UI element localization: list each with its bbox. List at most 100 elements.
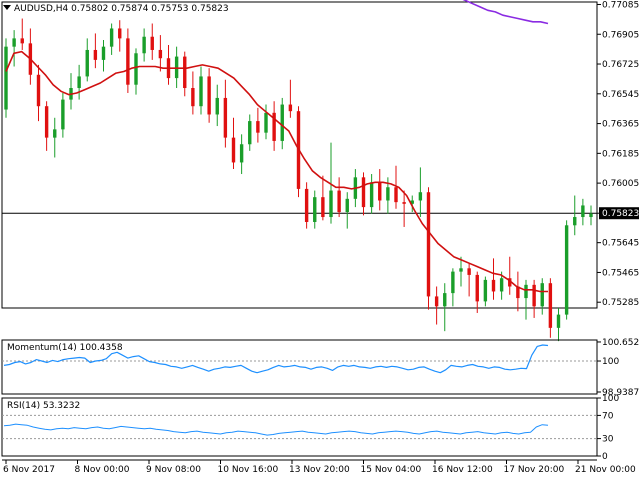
rsi-tick-label: 100 — [602, 394, 619, 404]
bear-candle-body — [231, 137, 236, 163]
time-axis: 6 Nov 2017 8 Nov 00:00 9 Nov 08:00 10 Nov 1… — [2, 459, 636, 475]
bull-candle-body — [410, 200, 414, 204]
price-tick-label: 0.77085 — [602, 0, 639, 10]
bull-candle-body — [451, 271, 455, 294]
bull-candle-body — [589, 213, 593, 218]
bear-candle-body — [516, 286, 520, 299]
momentum-pane: 100.6527 100 98.9387 — [1, 338, 640, 398]
momentum-tick-label: 100 — [602, 357, 619, 367]
rsi-pane-frame — [1, 397, 598, 457]
bear-candle-body — [20, 38, 24, 44]
momentum-pane-frame — [1, 339, 598, 395]
bear-candle-body — [150, 36, 154, 50]
bull-candle-body — [280, 104, 284, 141]
bull-candle-body — [142, 36, 146, 54]
bear-candle-body — [36, 74, 41, 107]
bull-candle-body — [573, 217, 577, 226]
bear-candle-body — [207, 76, 211, 115]
bear-candle-body — [467, 268, 471, 275]
bull-candle-body — [459, 268, 463, 272]
bear-candle-body — [426, 192, 431, 297]
price-tick-label: 0.76725 — [602, 60, 639, 70]
sma-fast-line — [5, 50, 548, 293]
bear-candle-body — [402, 202, 406, 204]
bear-candle-body — [158, 49, 163, 59]
time-tick-label: 21 Nov 00:00 — [575, 465, 636, 475]
time-tick-label: 15 Nov 04:00 — [361, 465, 422, 475]
time-tick-label: 9 Nov 08:00 — [146, 465, 201, 475]
momentum-name: Momentum(14) — [7, 343, 77, 353]
rsi-line — [3, 423, 549, 436]
bear-candle-body — [118, 28, 122, 39]
bear-candle-body — [434, 296, 439, 307]
bull-candle-body — [85, 49, 89, 77]
sma-slow-line — [462, 0, 549, 25]
price-tick-label: 0.76365 — [602, 120, 639, 130]
bear-candle-body — [378, 182, 382, 201]
bear-candle-body — [223, 97, 228, 138]
price-tick-label: 0.76545 — [602, 90, 639, 100]
bear-candle-body — [191, 88, 195, 107]
price-tick-label: 0.75285 — [602, 298, 639, 308]
bull-candle-body — [77, 76, 81, 89]
bear-candle-body — [93, 49, 98, 60]
rsi-name: RSI(14) — [7, 401, 41, 411]
momentum-value: 100.4358 — [79, 343, 123, 353]
time-tick-label: 16 Nov 12:00 — [432, 465, 493, 475]
rsi-tick-label: 0 — [602, 452, 608, 462]
time-tick-label: 13 Nov 20:00 — [289, 465, 350, 475]
bear-candle-body — [491, 279, 496, 292]
time-tick-label: 17 Nov 20:00 — [504, 465, 565, 475]
momentum-label: Momentum(14) 100.4358 — [7, 343, 123, 353]
bull-candle-body — [581, 205, 585, 218]
momentum-tick-label: 100.6527 — [602, 338, 640, 348]
bull-candle-body — [369, 182, 374, 208]
main-price-pane: 0.77085 0.76905 0.76725 0.76545 0.76365 0.761… — [1, 0, 639, 342]
bull-candle-body — [386, 187, 390, 201]
bull-candle-body — [199, 76, 203, 107]
rsi-pane: 100 70 30 0 — [1, 394, 619, 462]
bull-candle-body — [443, 293, 447, 307]
bull-candle-body — [264, 112, 268, 133]
bear-candle-body — [288, 104, 293, 112]
bull-candle-body — [483, 279, 488, 302]
bear-candle-body — [183, 56, 187, 89]
bull-candle-body — [499, 278, 504, 292]
price-tick-label: 0.76905 — [602, 30, 639, 40]
bull-candle-body — [248, 121, 252, 145]
main-pane-frame — [1, 1, 598, 309]
chevron-down-icon[interactable] — [3, 5, 11, 10]
price-tick-label: 0.76185 — [602, 149, 639, 159]
bull-candle-body — [540, 283, 544, 307]
bull-candle-body — [101, 46, 106, 60]
price-tick-label: 0.75645 — [602, 239, 639, 249]
chart-symbol-title: AUDUSD,H4 — [14, 4, 69, 14]
bear-candle-body — [548, 283, 553, 328]
bull-candle-body — [215, 97, 219, 115]
rsi-value: 53.3232 — [42, 401, 81, 411]
price-tick-label: 0.76005 — [602, 179, 639, 189]
bull-candle-body — [329, 190, 333, 218]
current-price-tag — [599, 207, 639, 220]
bull-candle-body — [345, 198, 349, 213]
bear-candle-body — [44, 106, 49, 138]
current-price-label: 0.75823 — [602, 209, 639, 219]
momentum-line — [3, 344, 549, 374]
bear-candle-body — [361, 177, 366, 208]
time-tick-label: 6 Nov 2017 — [3, 465, 55, 475]
bear-candle-body — [508, 278, 512, 287]
bear-candle-body — [256, 121, 260, 133]
bull-candle-body — [109, 28, 114, 47]
ohlc-readout: 0.75802 0.75874 0.75753 0.75823 — [71, 4, 229, 14]
bear-candle-body — [272, 112, 276, 141]
rsi-tick-label: 30 — [602, 435, 614, 445]
bull-candle-body — [556, 314, 561, 328]
bear-candle-body — [126, 38, 130, 85]
bull-candle-body — [418, 192, 423, 201]
bull-candle-body — [239, 144, 244, 163]
bear-candle-body — [394, 187, 398, 203]
rsi-tick-label: 70 — [602, 411, 614, 421]
bear-candle-body — [321, 197, 325, 218]
